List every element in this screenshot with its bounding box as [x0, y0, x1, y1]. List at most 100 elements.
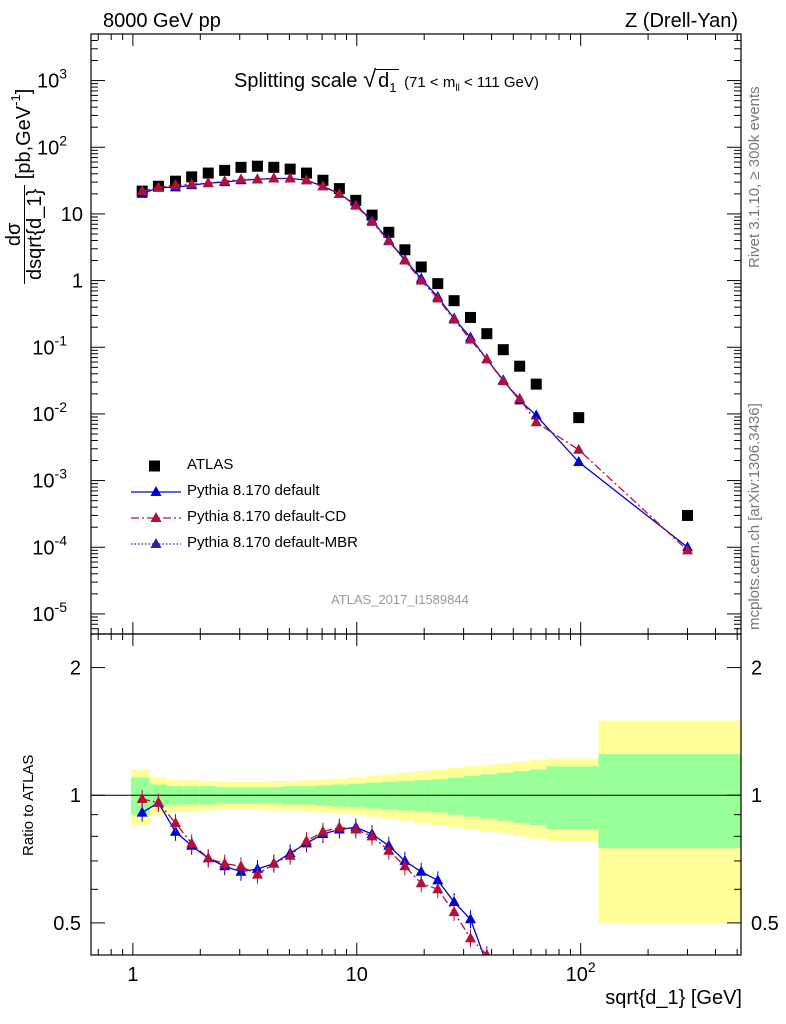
ratio-point-1 — [136, 792, 148, 803]
ratio-point-1 — [415, 877, 427, 888]
y-tick-exponent: 2 — [59, 132, 67, 148]
mc-point-2 — [573, 443, 585, 454]
chart-title-symbol: d1 — [376, 69, 399, 95]
ratio-point-1 — [333, 821, 345, 832]
band-inner-bin — [530, 769, 547, 826]
ratio-point-1 — [350, 823, 362, 834]
ratio-point-1 — [152, 796, 164, 807]
mc-point-1 — [573, 456, 585, 467]
mc-point-2 — [399, 254, 411, 265]
y-tick-label: 10-1 — [32, 332, 67, 359]
ratio-point-0 — [464, 913, 476, 924]
mc-point-2 — [530, 416, 542, 427]
y-tick-exponent: 3 — [59, 66, 67, 82]
ratio-panel — [136, 789, 509, 1021]
atlas-data-point — [300, 167, 312, 179]
ratio-point-1 — [170, 817, 182, 828]
mc-point-2 — [497, 375, 509, 386]
mc-point-2 — [268, 172, 280, 183]
ratio-point-1 — [202, 852, 214, 863]
ratio-point-1 — [464, 932, 476, 943]
y-tick-label: 10-4 — [32, 532, 67, 559]
ratio-y-tick-label-right: 2 — [751, 658, 762, 680]
ratio-y-tick-label-right: 0.5 — [751, 913, 779, 935]
atlas-data-point — [186, 171, 198, 183]
y-tick-label: 10 — [61, 204, 83, 226]
ratio-point-0 — [415, 865, 427, 876]
rivet-version: Rivet 3.1.10, ≥ 300k events — [746, 86, 763, 268]
chart-title: Splitting scale √ d1 (71 < mll < 111 GeV) — [234, 66, 539, 95]
ratio-point-1 — [186, 837, 198, 848]
mc-point-2 — [415, 274, 427, 285]
atlas-data-point — [268, 161, 280, 173]
y-tick-exponent: -2 — [55, 399, 68, 415]
ratio-point-1 — [284, 849, 296, 860]
y-tick-exponent: -4 — [55, 532, 68, 548]
header-right: Z (Drell-Yan) — [625, 10, 738, 32]
atlas-data-point — [383, 226, 395, 238]
ratio-point-0 — [448, 896, 460, 907]
mc-point-2 — [366, 215, 378, 226]
mc-point-2 — [152, 181, 164, 192]
atlas-data-point — [530, 378, 542, 390]
ratio-point-1 — [317, 825, 329, 836]
atlas-data-point — [464, 311, 476, 323]
legend-label: Pythia 8.170 default-CD — [187, 508, 347, 525]
y-tick-label: 10-3 — [32, 466, 67, 493]
ratio-point-1 — [366, 830, 378, 841]
band-inner-bin — [480, 774, 498, 819]
atlas-data-point — [497, 344, 509, 356]
sqrt-sign: √ — [362, 66, 377, 93]
mc-point-2 — [448, 313, 460, 324]
ratio-point-1 — [399, 860, 411, 871]
y-axis-label: dσ dsqrt{d_1} [pb,GeV-1] — [3, 89, 46, 284]
ratio-point-0 — [432, 874, 444, 885]
axes — [90, 33, 742, 956]
mc-point-2 — [514, 392, 526, 403]
mc-point-1 — [530, 409, 542, 420]
mc-point-2 — [219, 175, 231, 186]
legend-label: ATLAS — [187, 456, 234, 473]
ratio-point-1 — [251, 868, 263, 879]
mc-point-2 — [202, 177, 214, 188]
ratio-point-0 — [498, 1011, 509, 1021]
y-tick-exponent: -1 — [55, 332, 68, 348]
ratio-point-1 — [383, 844, 395, 855]
atlas-data-point — [235, 161, 247, 173]
ratio-y-tick-label: 2 — [70, 658, 81, 680]
ratio-y-tick-label: 0.5 — [53, 913, 81, 935]
mc-point-2 — [186, 178, 198, 189]
band-inner-bin — [398, 781, 415, 811]
band-inner-bin — [513, 771, 531, 824]
y-tick-label: 1 — [72, 271, 83, 293]
atlas-data-point — [432, 278, 444, 290]
legend-label: Pythia 8.170 default-MBR — [187, 534, 358, 551]
chart-title-main: Splitting scale — [234, 70, 358, 92]
y-tick-label: 103 — [37, 66, 67, 93]
ratio-y-tick-label: 1 — [70, 785, 81, 807]
band-inner-bin — [447, 777, 464, 815]
ratio-point-1 — [448, 906, 460, 917]
mc-point-2 — [235, 173, 247, 184]
atlas-data-point — [251, 160, 263, 172]
y-tick-exponent: -5 — [55, 599, 68, 615]
x-tick-label: 1 — [127, 964, 138, 986]
atlas-data-point — [202, 167, 214, 179]
ratio-point-0 — [136, 806, 148, 817]
header-left: 8000 GeV pp — [103, 10, 221, 32]
ratio-line-1 — [142, 798, 488, 955]
mc-point-2 — [300, 174, 312, 185]
legend-marker-atlas — [149, 460, 160, 472]
mc-point-2 — [432, 292, 444, 303]
atlas-data-point — [219, 164, 231, 176]
main-panel — [131, 160, 694, 555]
atlas-data-point — [399, 244, 411, 256]
mc-point-2 — [136, 185, 148, 196]
band-inner-bin — [463, 776, 481, 817]
legend-label: Pythia 8.170 default — [187, 482, 320, 499]
ratio-point-1 — [235, 860, 247, 871]
ratio-uncertainty-bands — [91, 720, 741, 923]
mc-point-2 — [284, 172, 296, 183]
ratio-point-1 — [268, 857, 280, 868]
